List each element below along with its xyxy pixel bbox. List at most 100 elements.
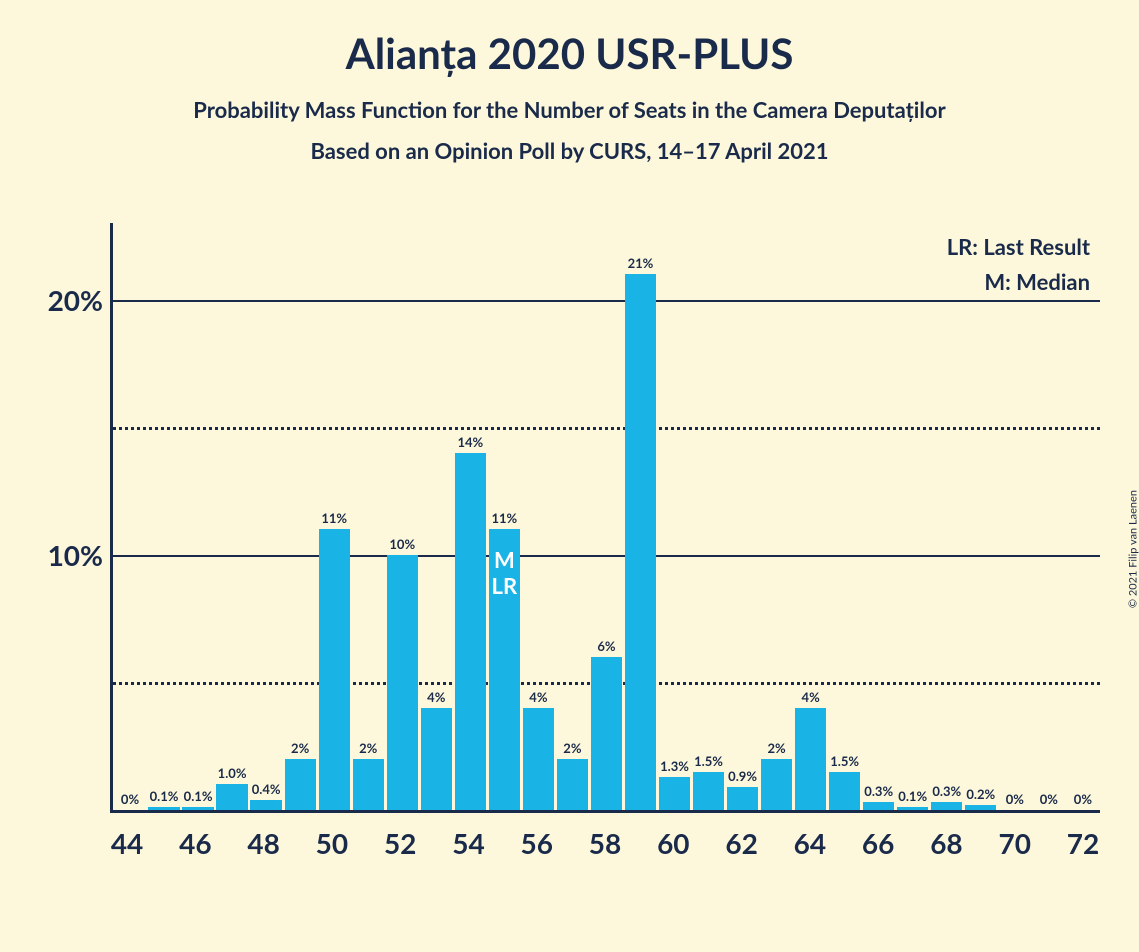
x-tick-slot	[554, 818, 588, 873]
bar-value-label: 0.3%	[932, 783, 961, 799]
bar: 10%	[387, 555, 418, 810]
bar-slot: 4%	[521, 223, 555, 810]
bar-slot: 2%	[760, 223, 794, 810]
bar: 0.1%	[897, 807, 928, 810]
bar-slot: 0.1%	[896, 223, 930, 810]
x-tick-slot	[144, 818, 178, 873]
bar-slot: 0.3%	[862, 223, 896, 810]
bar-value-label: 0.1%	[898, 788, 927, 804]
x-tick-slot	[827, 818, 861, 873]
x-tick-label: 60	[657, 826, 689, 860]
bar-slot: 4%	[794, 223, 828, 810]
bar-value-label: 6%	[597, 638, 615, 654]
x-tick-label: 58	[589, 826, 621, 860]
bar-value-label: 2%	[291, 740, 309, 756]
bar: 21%	[625, 274, 656, 810]
bar-slot: 0.4%	[249, 223, 283, 810]
bar: 2%	[353, 759, 384, 810]
y-tick-label: 20%	[48, 283, 103, 317]
plot-area: LR: Last Result M: Median 0%0.1%0.1%1.0%…	[110, 223, 1100, 813]
x-tick-slot: 64	[793, 818, 827, 873]
bar-value-label: 2%	[767, 740, 785, 756]
x-tick-slot: 50	[315, 818, 349, 873]
chart-area: LR: Last Result M: Median 0%0.1%0.1%1.0%…	[60, 223, 1100, 873]
bar: 2%	[285, 759, 316, 810]
bar: 2%	[557, 759, 588, 810]
x-tick-slot	[281, 818, 315, 873]
bar: 1.3%	[659, 777, 690, 810]
bar: 6%	[591, 657, 622, 810]
bar-slot: 0.9%	[726, 223, 760, 810]
chart-title: Alianța 2020 USR-PLUS	[0, 28, 1139, 78]
bar-value-label: 1.0%	[218, 765, 247, 781]
bars-container: 0%0.1%0.1%1.0%0.4%2%11%2%10%4%14%11%MLR4…	[113, 223, 1100, 810]
bar: 14%	[455, 453, 486, 810]
bar: 0.9%	[727, 787, 758, 810]
bar-slot: 0%	[1032, 223, 1066, 810]
copyright: © 2021 Filip van Laenen	[1127, 490, 1139, 608]
bar-value-label: 2%	[563, 740, 581, 756]
x-tick-label: 52	[384, 826, 416, 860]
x-tick-slot: 56	[520, 818, 554, 873]
bar-value-label: 21%	[628, 255, 654, 271]
x-tick-slot	[1032, 818, 1066, 873]
bar-value-label: 0.9%	[728, 768, 757, 784]
bar: 0.1%	[182, 807, 213, 810]
bar: 0.2%	[965, 805, 996, 810]
x-tick-slot: 48	[247, 818, 281, 873]
bar-value-label: 0%	[1006, 791, 1024, 807]
x-tick-label: 62	[725, 826, 757, 860]
x-tick-slot: 58	[588, 818, 622, 873]
bar-value-label: 0.2%	[966, 786, 995, 802]
bar-value-label: 0.4%	[252, 781, 281, 797]
x-tick-slot	[349, 818, 383, 873]
x-tick-slot: 46	[178, 818, 212, 873]
median-lr-marker: MLR	[492, 547, 518, 598]
bar: 11%	[319, 529, 350, 810]
x-tick-label: 50	[316, 826, 348, 860]
x-tick-slot: 70	[998, 818, 1032, 873]
bar-value-label: 11%	[321, 510, 347, 526]
bar-slot: 2%	[283, 223, 317, 810]
bar-slot: 0.1%	[181, 223, 215, 810]
bar: 1.5%	[693, 772, 724, 810]
bar-slot: 6%	[589, 223, 623, 810]
bar: 4%	[523, 708, 554, 810]
bar-slot: 1.0%	[215, 223, 249, 810]
x-tick-slot	[964, 818, 998, 873]
bar-slot: 21%	[623, 223, 657, 810]
x-tick-label: 66	[862, 826, 894, 860]
bar-slot: 11%	[317, 223, 351, 810]
bar-slot: 2%	[351, 223, 385, 810]
x-tick-slot	[690, 818, 724, 873]
chart-subtitle-2: Based on an Opinion Poll by CURS, 14–17 …	[0, 137, 1139, 164]
bar-slot: 2%	[555, 223, 589, 810]
x-tick-label: 44	[111, 826, 143, 860]
x-tick-slot	[486, 818, 520, 873]
bar: 11%MLR	[489, 529, 520, 810]
bar: 4%	[795, 708, 826, 810]
x-tick-slot	[212, 818, 246, 873]
bar: 0.3%	[931, 802, 962, 810]
x-tick-slot: 44	[110, 818, 144, 873]
x-tick-slot: 54	[451, 818, 485, 873]
x-tick-label: 64	[794, 826, 826, 860]
bar: 0.4%	[250, 800, 281, 810]
x-tick-slot: 62	[725, 818, 759, 873]
bar-value-label: 10%	[389, 536, 415, 552]
y-tick-label: 10%	[48, 538, 103, 572]
bar-slot: 14%	[453, 223, 487, 810]
bar-slot: 0.1%	[147, 223, 181, 810]
bar-slot: 1.5%	[828, 223, 862, 810]
bar: 2%	[761, 759, 792, 810]
bar-slot: 0%	[113, 223, 147, 810]
bar-value-label: 1.3%	[660, 758, 689, 774]
bar-value-label: 2%	[359, 740, 377, 756]
bar-slot: 0%	[998, 223, 1032, 810]
bar: 4%	[421, 708, 452, 810]
bar-value-label: 0.3%	[864, 783, 893, 799]
chart-subtitle-1: Probability Mass Function for the Number…	[0, 96, 1139, 123]
x-tick-label: 54	[452, 826, 484, 860]
bar-value-label: 1.5%	[830, 753, 859, 769]
x-axis: 444648505254565860626466687072	[110, 818, 1100, 873]
